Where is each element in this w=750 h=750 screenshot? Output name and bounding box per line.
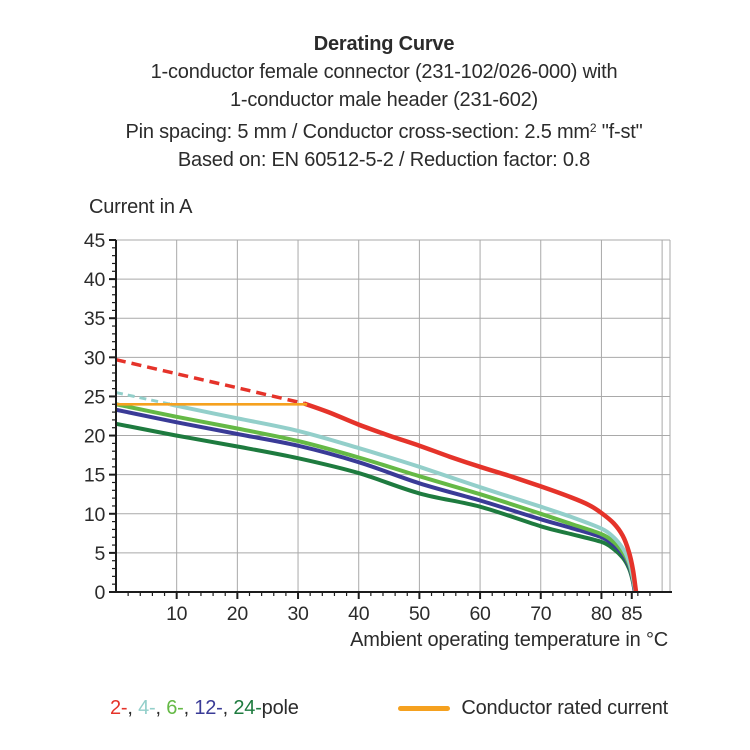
- x-tick-label: 50: [409, 603, 431, 625]
- pole-legend-suffix: pole: [261, 697, 299, 719]
- x-tick-label: 60: [470, 603, 492, 625]
- series-2-pole: [115, 357, 639, 593]
- pole-legend-item: 6-: [166, 697, 184, 719]
- chart-subtitle-standard: Based on: EN 60512-5-2 / Reduction facto…: [177, 149, 591, 171]
- rated-current-legend: Conductor rated current: [398, 697, 668, 720]
- legend-row: 2-, 4-, 6-, 12-, 24-pole Conductor rated…: [0, 697, 750, 725]
- chart-subtitle-spec: Pin spacing: 5 mm / Conductor cross-sect…: [22, 114, 746, 146]
- pole-legend-item: 24-: [233, 697, 262, 719]
- chart-title: Derating Curve: [313, 33, 455, 55]
- y-tick-label: 30: [84, 347, 106, 369]
- x-axis-title: Ambient operating temperature in °C: [350, 629, 668, 651]
- spec-text-post: "f-st": [596, 121, 643, 143]
- pole-legend-item: 2-: [110, 697, 128, 719]
- x-tick-label: 10: [166, 603, 188, 625]
- axes: [115, 240, 672, 593]
- pole-legend-item: 12-: [194, 697, 223, 719]
- x-tick-label: 70: [530, 603, 552, 625]
- y-axis-title: Current in A: [89, 196, 193, 218]
- chart-title-block: Derating Curve 1-conductor female connec…: [22, 30, 746, 174]
- chart-subtitle-header: 1-conductor male header (231-602): [229, 89, 539, 111]
- axis-ticks: [109, 239, 651, 599]
- pole-legend-item: 4-: [138, 697, 156, 719]
- x-tick-label: 30: [287, 603, 309, 625]
- chart-subtitle-connector: 1-conductor female connector (231-102/02…: [150, 61, 618, 83]
- tick-labels: 10 20 30 40 50 60 70 80 85 0 5 10 15 20 25 30 35 40 45: [84, 230, 643, 625]
- y-tick-label: 35: [84, 308, 106, 330]
- y-tick-label: 45: [84, 230, 106, 252]
- y-tick-label: 15: [84, 465, 106, 487]
- pole-count-legend: 2-, 4-, 6-, 12-, 24-pole: [110, 697, 299, 719]
- x-tick-label: 20: [227, 603, 249, 625]
- series-4-pole: [115, 391, 638, 593]
- x-tick-label: 85: [621, 603, 643, 625]
- y-tick-label: 20: [84, 426, 106, 448]
- spec-text-pre: Pin spacing: 5 mm / Conductor cross-sect…: [125, 121, 590, 143]
- series-24-pole: [115, 421, 637, 593]
- y-tick-label: 25: [84, 386, 106, 408]
- y-tick-label: 5: [94, 543, 105, 565]
- rated-current-line-swatch: [398, 706, 451, 711]
- spec-superscript: 2: [589, 121, 597, 135]
- x-tick-label: 80: [591, 603, 613, 625]
- rated-current-label: Conductor rated current: [461, 697, 668, 719]
- y-tick-label: 10: [84, 504, 106, 526]
- y-tick-label: 0: [94, 582, 105, 604]
- y-tick-label: 40: [84, 269, 106, 291]
- x-tick-label: 40: [348, 603, 370, 625]
